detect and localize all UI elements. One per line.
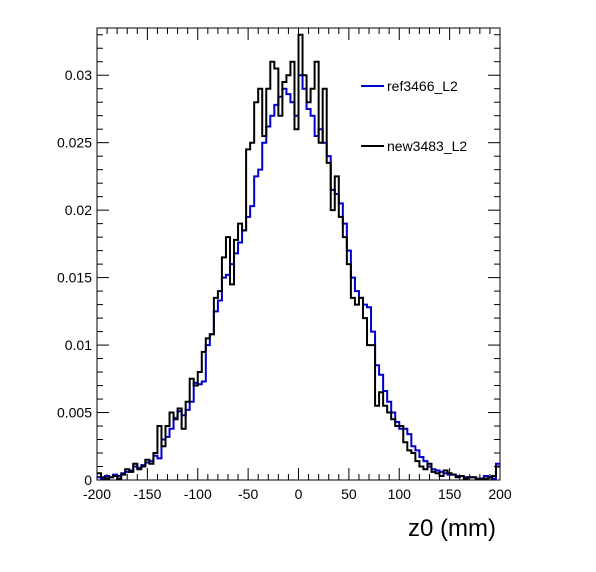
x-tick-label: -100 — [184, 486, 212, 502]
x-tick-label: 50 — [341, 486, 357, 502]
x-tick-label: -50 — [238, 486, 258, 502]
tick-labels: -200 -150 -100 -50 0 50 100 150 200 0 0.005 0.01 0.0… — [57, 67, 512, 502]
x-axis-label: z0 (mm) — [408, 515, 496, 542]
legend-label: ref3466_L2 — [387, 78, 458, 94]
series-layer — [97, 33, 500, 480]
y-tick-label: 0.015 — [57, 270, 92, 286]
x-tick-label: -150 — [133, 486, 161, 502]
x-tick-label: 150 — [438, 486, 462, 502]
plot-frame — [96, 27, 501, 481]
y-tick-label: 0.02 — [65, 202, 92, 218]
y-tick-label: 0.025 — [57, 135, 92, 151]
series-line-ref — [97, 74, 500, 480]
y-tick-label: 0.01 — [65, 337, 92, 353]
x-tick-label: -200 — [83, 486, 111, 502]
axis-ticks — [96, 28, 501, 481]
y-tick-label: 0 — [84, 472, 92, 488]
legend-label: new3483_L2 — [387, 138, 467, 154]
legend: ref3466_L2 new3483_L2 — [361, 78, 467, 154]
x-tick-label: 0 — [295, 486, 303, 502]
x-tick-label: 100 — [388, 486, 412, 502]
y-tick-label: 0.005 — [57, 405, 92, 421]
y-tick-label: 0.03 — [65, 67, 92, 83]
series-line-new — [97, 33, 500, 480]
x-tick-label: 200 — [488, 486, 512, 502]
